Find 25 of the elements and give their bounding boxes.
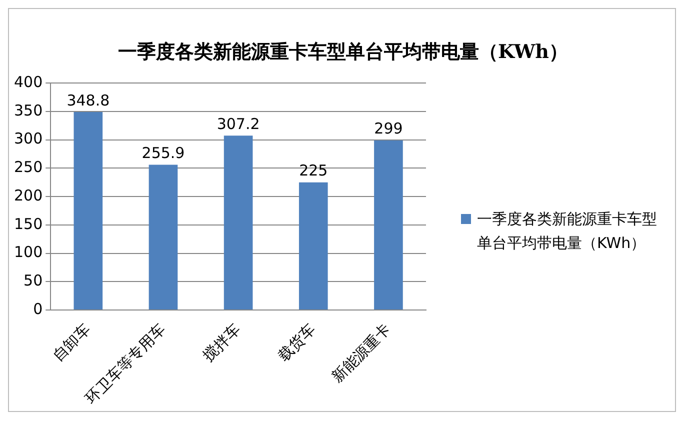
data-label: 225: [299, 162, 328, 180]
bar: [74, 112, 103, 310]
data-label: 307.2: [216, 115, 260, 134]
y-tick-label: 200: [14, 186, 43, 204]
bar: [148, 164, 178, 310]
y-tick-label: 50: [24, 272, 43, 290]
y-tick-label: 150: [14, 214, 43, 233]
bar: [298, 182, 328, 310]
x-tick-label: 新能源重卡: [328, 320, 394, 386]
y-tick-label: 300: [14, 130, 43, 148]
y-tick-label: 400: [14, 72, 43, 91]
y-tick-label: 100: [14, 243, 43, 262]
chart-title: 一季度各类新能源重卡车型单台平均带电量（KWh）: [117, 40, 569, 65]
data-label: 299: [374, 120, 403, 138]
bar: [224, 136, 253, 310]
x-tick-label: 搅拌车: [199, 320, 244, 365]
y-tick-label: 0: [33, 300, 43, 318]
data-label: 348.8: [66, 91, 110, 110]
data-label: 255.9: [142, 144, 185, 162]
x-tick-label: 自卸车: [49, 320, 94, 365]
legend-label: 一季度各类新能源重卡车型单台平均带电量（KWh）: [477, 209, 658, 254]
y-tick-label: 250: [14, 158, 43, 176]
bar: [374, 140, 403, 310]
y-tick-label: 350: [14, 101, 43, 120]
x-tick-label: 载货车: [274, 320, 319, 365]
